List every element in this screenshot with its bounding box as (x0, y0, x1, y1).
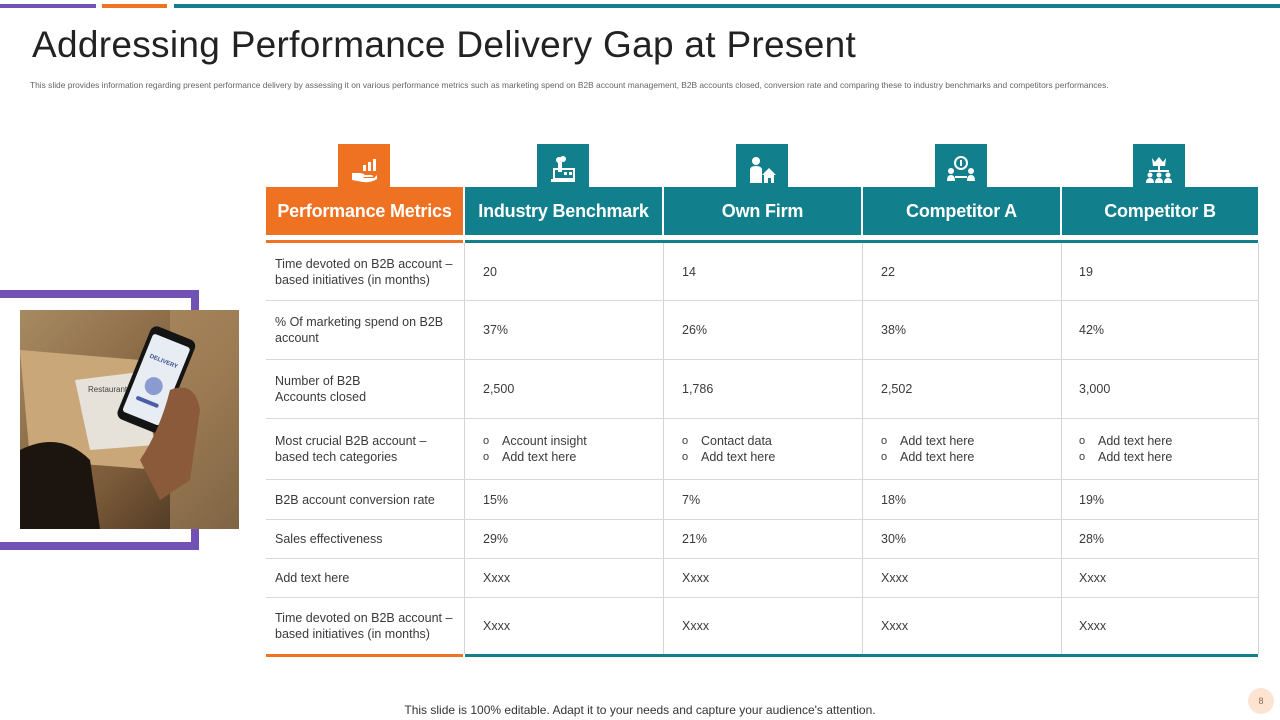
value-cell: Xxxx (682, 571, 710, 585)
table-bottom-teal (465, 654, 1258, 657)
col-divider (862, 243, 863, 654)
metric-cell: Add text here (275, 571, 350, 585)
value-cell: Xxxx (881, 619, 909, 633)
metric-cell: Sales effectiveness (275, 532, 383, 546)
bullet-item: Add text here (483, 449, 587, 465)
value-cell: 19 (1079, 264, 1093, 279)
value-cell: 28% (1079, 532, 1105, 546)
row-divider (266, 558, 1258, 559)
value-cell: Xxxx (881, 571, 909, 585)
value-cell: 2,500 (483, 382, 515, 396)
value-cell: 29% (483, 532, 509, 546)
metric-cell: B2B account conversion rate (275, 492, 435, 507)
bullet-item: Add text here (682, 449, 775, 465)
paper-text: Restaurant (88, 385, 128, 394)
value-cell: 19% (1079, 492, 1105, 507)
value-cell: 26% (682, 323, 708, 337)
metric-cell: % Of marketing spend on B2B account (275, 315, 444, 345)
value-cell: 42% (1079, 323, 1105, 337)
value-cell: 3,000 (1079, 382, 1111, 396)
col-divider (1258, 243, 1259, 654)
col-divider (663, 243, 664, 654)
header-underline-orange (266, 240, 463, 243)
bullet-item: Add text here (1079, 449, 1172, 465)
metric-cell: Time devoted on B2B account – based init… (275, 256, 453, 287)
row-divider (266, 418, 1258, 419)
value-cell: Xxxx (483, 619, 511, 633)
row-divider (266, 479, 1258, 480)
row-divider (266, 597, 1258, 598)
slide-title: Addressing Performance Delivery Gap at P… (32, 24, 857, 65)
bullet-item: Contact data (682, 433, 775, 449)
col-divider (1061, 243, 1062, 654)
slide-subtitle: This slide provides information regardin… (30, 80, 1109, 90)
metric-cell: Number of B2B Accounts closed (275, 374, 367, 404)
bullet-cell: Contact dataAdd text here (682, 419, 857, 479)
bullet-item: Add text here (881, 449, 974, 465)
bullet-item: Add text here (881, 433, 974, 449)
header-underline-teal (465, 240, 1258, 243)
page-number: 8 (1248, 688, 1274, 714)
header-competitor-b: Competitor B (1062, 187, 1258, 235)
col-divider (464, 243, 465, 654)
value-cell: Xxxx (1079, 619, 1107, 633)
bullet-cell: Add text hereAdd text here (881, 419, 1056, 479)
value-cell: 1,786 (682, 382, 714, 396)
header-industry-benchmark: Industry Benchmark (465, 187, 662, 235)
metric-cell: Most crucial B2B account – based tech ca… (275, 434, 427, 464)
value-cell: 22 (881, 264, 895, 279)
bullet-item: Account insight (483, 433, 587, 449)
row-divider (266, 519, 1258, 520)
row-divider (266, 359, 1258, 360)
accent-bar-teal (174, 4, 1280, 8)
value-cell: 7% (682, 492, 701, 507)
value-cell: 38% (881, 323, 907, 337)
slide-footer: This slide is 100% editable. Adapt it to… (404, 703, 876, 717)
bullet-cell: Account insightAdd text here (483, 419, 658, 479)
delivery-app-photo: Restaurant DELIVERY (20, 310, 239, 529)
value-cell: 21% (682, 532, 708, 546)
accent-bar-purple (0, 4, 96, 8)
value-cell: Xxxx (1079, 571, 1107, 585)
value-cell: Xxxx (682, 619, 710, 633)
value-cell: 15% (483, 492, 509, 507)
header-own-firm: Own Firm (664, 187, 861, 235)
table-bottom-orange (266, 654, 463, 657)
value-cell: Xxxx (483, 571, 511, 585)
value-cell: 18% (881, 492, 907, 507)
value-cell: 20 (483, 264, 497, 279)
accent-bar-orange (102, 4, 167, 8)
header-performance-metrics: Performance Metrics (266, 187, 463, 235)
header-competitor-a: Competitor A (863, 187, 1060, 235)
metric-cell: Time devoted on B2B account – based init… (275, 611, 453, 641)
value-cell: 14 (682, 264, 696, 279)
value-cell: 37% (483, 323, 509, 337)
bullet-item: Add text here (1079, 433, 1172, 449)
bullet-cell: Add text hereAdd text here (1079, 419, 1254, 479)
value-cell: 2,502 (881, 382, 913, 396)
value-cell: 30% (881, 532, 907, 546)
row-divider (266, 300, 1258, 301)
